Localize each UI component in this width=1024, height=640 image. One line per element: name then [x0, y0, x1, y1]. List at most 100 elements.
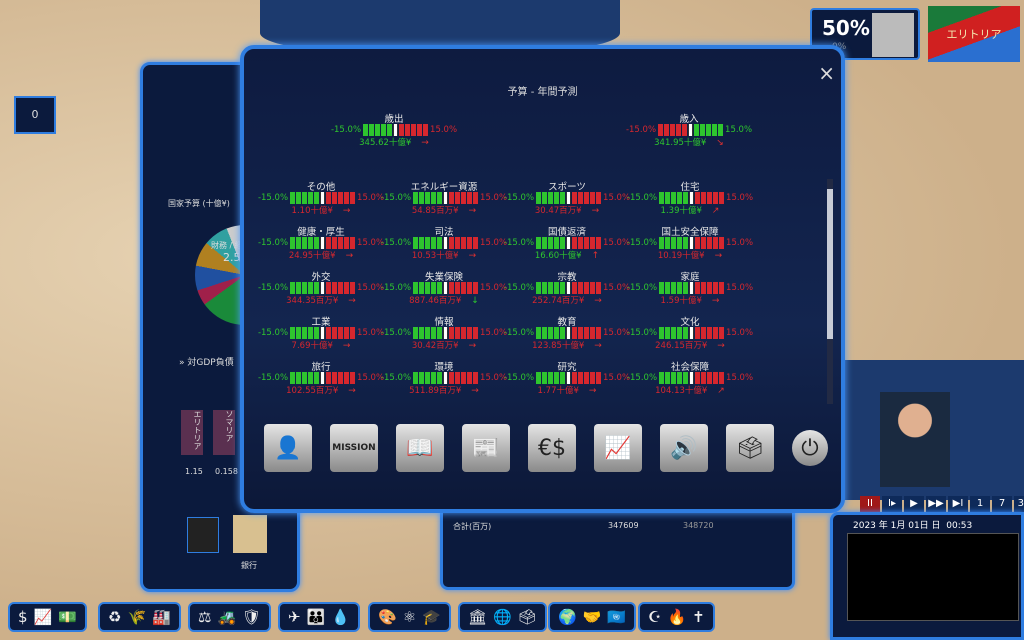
- max-pct: 15.0%: [480, 283, 508, 293]
- toolbar-icon[interactable]: ✈: [288, 608, 301, 626]
- budget-item: 家庭 -15.0% 15.0% 1.59十億¥ →: [625, 269, 755, 306]
- budget-item: 失業保険 -15.0% 15.0% 887.46百万¥ ↓: [379, 269, 509, 306]
- trend-arrow-icon: →: [471, 386, 479, 396]
- budget-label: 国家予算 (十億¥): [168, 199, 230, 208]
- close-button[interactable]: ×: [818, 61, 835, 85]
- budget-slider[interactable]: [363, 124, 429, 136]
- speed-button[interactable]: ▶: [904, 496, 924, 512]
- budget-slider[interactable]: [413, 327, 479, 339]
- budget-item: スポーツ -15.0% 15.0% 30.47百万¥ →: [502, 179, 632, 216]
- country-value: 0.158: [215, 467, 238, 476]
- budget-slider[interactable]: [290, 192, 356, 204]
- min-pct: -15.0%: [503, 238, 535, 248]
- min-pct: -15.0%: [257, 373, 289, 383]
- toolbar-icon[interactable]: 💧: [331, 608, 350, 626]
- speed-button[interactable]: II: [860, 496, 880, 512]
- budget-slider[interactable]: [536, 372, 602, 384]
- item-value: 1.77十億¥: [537, 386, 579, 396]
- budget-slider[interactable]: [413, 372, 479, 384]
- country-flag[interactable]: エリトリア: [928, 6, 1020, 62]
- speed-button[interactable]: 1: [970, 496, 990, 512]
- budget-slider[interactable]: [659, 237, 725, 249]
- toolbar-icon[interactable]: 🌍: [558, 608, 577, 626]
- budget-slider[interactable]: [290, 237, 356, 249]
- currency-icon[interactable]: €$: [528, 424, 576, 472]
- toolbar-icon[interactable]: 🇺🇳: [607, 608, 627, 626]
- toolbar-icon[interactable]: 🎓: [422, 608, 441, 626]
- budget-slider[interactable]: [413, 237, 479, 249]
- budget-item: 文化 -15.0% 15.0% 246.15百万¥ →: [625, 314, 755, 351]
- newspaper-icon[interactable]: 📰: [462, 424, 510, 472]
- toolbar-icon[interactable]: 🛡: [242, 608, 262, 626]
- item-label: 研究: [557, 362, 577, 373]
- book-icon[interactable]: 📖: [396, 424, 444, 472]
- counter-badge[interactable]: 0: [14, 96, 56, 134]
- debt-gdp-button[interactable]: » 対GDP負債: [179, 358, 234, 368]
- item-label: 国債返済: [547, 227, 586, 238]
- toolbar-icon[interactable]: $: [18, 608, 28, 626]
- budget-slider[interactable]: [290, 282, 356, 294]
- spy-icon[interactable]: [187, 517, 219, 553]
- speed-button[interactable]: ▶I: [948, 496, 968, 512]
- toolbar-icon[interactable]: 💵: [58, 608, 77, 626]
- scrollbar-thumb[interactable]: [827, 189, 833, 339]
- advisor-portrait[interactable]: [880, 392, 950, 487]
- budget-item: 住宅 -15.0% 15.0% 1.39十億¥ ↗: [625, 179, 755, 216]
- trend-arrow-icon: →: [345, 251, 354, 261]
- toolbar-icon[interactable]: 🏭: [152, 608, 171, 626]
- budget-slider[interactable]: [659, 372, 725, 384]
- vote-box-icon[interactable]: 🗳: [726, 424, 774, 472]
- budget-slider[interactable]: [413, 282, 479, 294]
- max-pct: 15.0%: [726, 328, 754, 338]
- budget-slider[interactable]: [290, 372, 356, 384]
- min-pct: -15.0%: [626, 373, 658, 383]
- mission-folder-icon[interactable]: MISSION: [330, 424, 378, 472]
- budget-slider[interactable]: [536, 237, 602, 249]
- minister-icon[interactable]: 👤: [264, 424, 312, 472]
- toolbar-icon[interactable]: ✝: [692, 608, 705, 626]
- power-icon[interactable]: ⏻: [792, 430, 828, 466]
- toolbar-icon[interactable]: 🗳: [517, 608, 537, 626]
- toolbar-icon[interactable]: ☪: [648, 608, 662, 626]
- toolbar-icon[interactable]: ♻: [108, 608, 122, 626]
- budget-slider[interactable]: [536, 327, 602, 339]
- toolbar-icon[interactable]: 👪: [306, 608, 326, 626]
- minimap[interactable]: [847, 533, 1019, 621]
- budget-slider[interactable]: [536, 282, 602, 294]
- budget-slider[interactable]: [659, 192, 725, 204]
- toolbar-icon[interactable]: ⚛: [402, 608, 417, 626]
- toolbar-icon[interactable]: 🎨: [378, 608, 397, 626]
- toolbar-icon[interactable]: 🏛: [468, 608, 488, 626]
- speaker-icon[interactable]: 🔊: [660, 424, 708, 472]
- max-pct: 15.0%: [480, 373, 508, 383]
- leader-portrait[interactable]: [872, 13, 914, 57]
- toolbar-icon[interactable]: 🌾: [127, 608, 147, 626]
- item-label: スポーツ: [548, 182, 586, 193]
- clock: 00:53: [946, 521, 973, 531]
- bank-portrait[interactable]: [233, 515, 267, 553]
- budget-slider[interactable]: [659, 282, 725, 294]
- toolbar-icon[interactable]: 📈: [33, 608, 53, 626]
- toolbar-icon[interactable]: 🌐: [493, 608, 512, 626]
- speed-button[interactable]: 30: [1014, 496, 1024, 512]
- budget-slider[interactable]: [290, 327, 356, 339]
- stats-chart-icon[interactable]: 📈: [594, 424, 642, 472]
- toolbar-group: 🏛 🌐 🗳: [458, 602, 547, 632]
- speed-button[interactable]: I▸: [882, 496, 902, 512]
- min-pct: -15.0%: [330, 125, 362, 135]
- item-label: 環境: [434, 362, 454, 373]
- budget-slider[interactable]: [413, 192, 479, 204]
- budget-slider[interactable]: [658, 124, 724, 136]
- toolbar-icon[interactable]: ⚖: [198, 608, 212, 626]
- toolbar-icon[interactable]: 🔥: [667, 608, 687, 626]
- budget-item: 国債返済 -15.0% 15.0% 16.60十億¥ ↑: [502, 224, 632, 261]
- toolbar-icon[interactable]: 🤝: [582, 608, 602, 626]
- toolbar-icon[interactable]: 🚜: [217, 608, 237, 626]
- budget-slider[interactable]: [536, 192, 602, 204]
- min-pct: -15.0%: [626, 283, 658, 293]
- speed-button[interactable]: 7: [992, 496, 1012, 512]
- scrollbar[interactable]: [827, 179, 833, 404]
- budget-slider[interactable]: [659, 327, 725, 339]
- max-pct: 15.0%: [357, 283, 385, 293]
- speed-button[interactable]: ▶▶: [926, 496, 946, 512]
